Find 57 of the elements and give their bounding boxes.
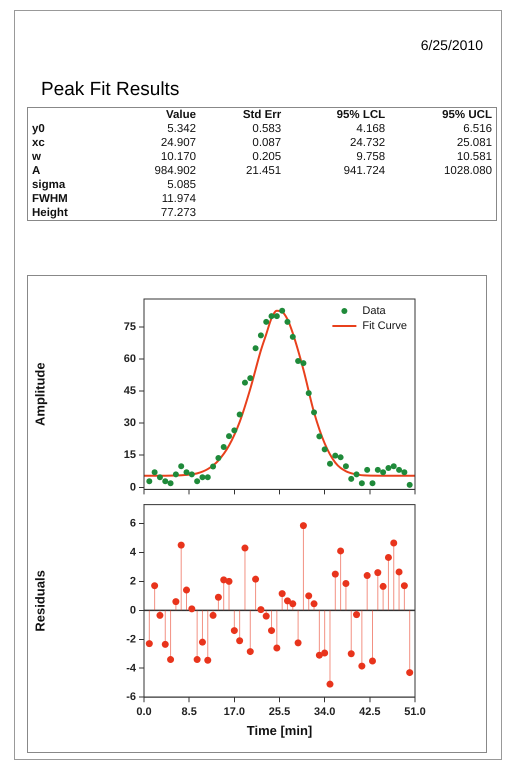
y-tick-label: 45 [124, 385, 136, 398]
text: 9.758 [356, 151, 386, 163]
y-tick-label: 2 [130, 575, 136, 588]
text: 984.902 [154, 165, 196, 177]
category-label: 95% LCL [336, 108, 386, 122]
y-tick-label: -4 [126, 662, 137, 674]
y-axis-title: Amplitude [32, 362, 48, 426]
category-label: sigma [32, 179, 66, 191]
text: 5.342 [167, 123, 196, 135]
y-axis-title: Residuals [32, 570, 48, 632]
y-tick-label: -6 [126, 691, 136, 704]
text: 0.087 [252, 137, 282, 149]
text: 6.516 [463, 123, 492, 135]
x-tick-label: 25.5 [268, 706, 290, 718]
y-tick-label: 15 [124, 449, 136, 462]
category-label: w [32, 151, 41, 163]
category-label: A [32, 165, 40, 177]
y-tick-label: -2 [126, 633, 136, 646]
x-tick-label: 17.0 [224, 706, 246, 718]
legend-label: Data [362, 305, 386, 318]
y-tick-label: 4 [130, 546, 137, 558]
category-label: y0 [32, 123, 45, 135]
x-tick-label: 34.0 [314, 706, 336, 718]
text: Peak Fit Results [41, 79, 180, 101]
text: 11.974 [162, 193, 196, 205]
x-axis-title: Time [min] [246, 722, 312, 738]
x-tick-label: 42.5 [359, 706, 381, 718]
y-tick-label: 0 [130, 604, 136, 616]
text: 0.583 [252, 123, 282, 135]
y-tick-label: 6 [130, 517, 136, 530]
x-tick-label: 0.0 [136, 706, 152, 718]
category-label: Value [164, 108, 198, 122]
text: 4.168 [356, 123, 386, 135]
y-tick-label: 30 [124, 417, 136, 430]
text: 10.170 [160, 151, 196, 163]
y-tick-label: 0 [130, 481, 136, 494]
text: 24.907 [160, 137, 196, 149]
text: 6/25/2010 [420, 37, 483, 53]
text: 0.205 [252, 151, 282, 163]
text: 21.451 [246, 165, 282, 177]
category-label: FWHM [32, 193, 68, 205]
text: 941.724 [344, 165, 386, 177]
category-label: Height [32, 207, 68, 219]
legend-label: Fit Curve [362, 320, 408, 332]
text: 10.581 [456, 151, 492, 163]
text: 5.085 [167, 179, 196, 191]
category-label: xc [32, 137, 45, 149]
text: 77.273 [160, 207, 196, 219]
x-tick-label: 51.0 [404, 706, 426, 718]
category-label: 95% UCL [441, 108, 493, 122]
y-tick-label: 75 [124, 320, 136, 333]
y-tick-label: 60 [124, 352, 136, 365]
text: 1028.080 [444, 165, 492, 177]
x-tick-label: 8.5 [182, 706, 197, 718]
text: 24.732 [350, 137, 386, 149]
text: 25.081 [456, 137, 492, 149]
category-label: Std Err [242, 108, 282, 122]
